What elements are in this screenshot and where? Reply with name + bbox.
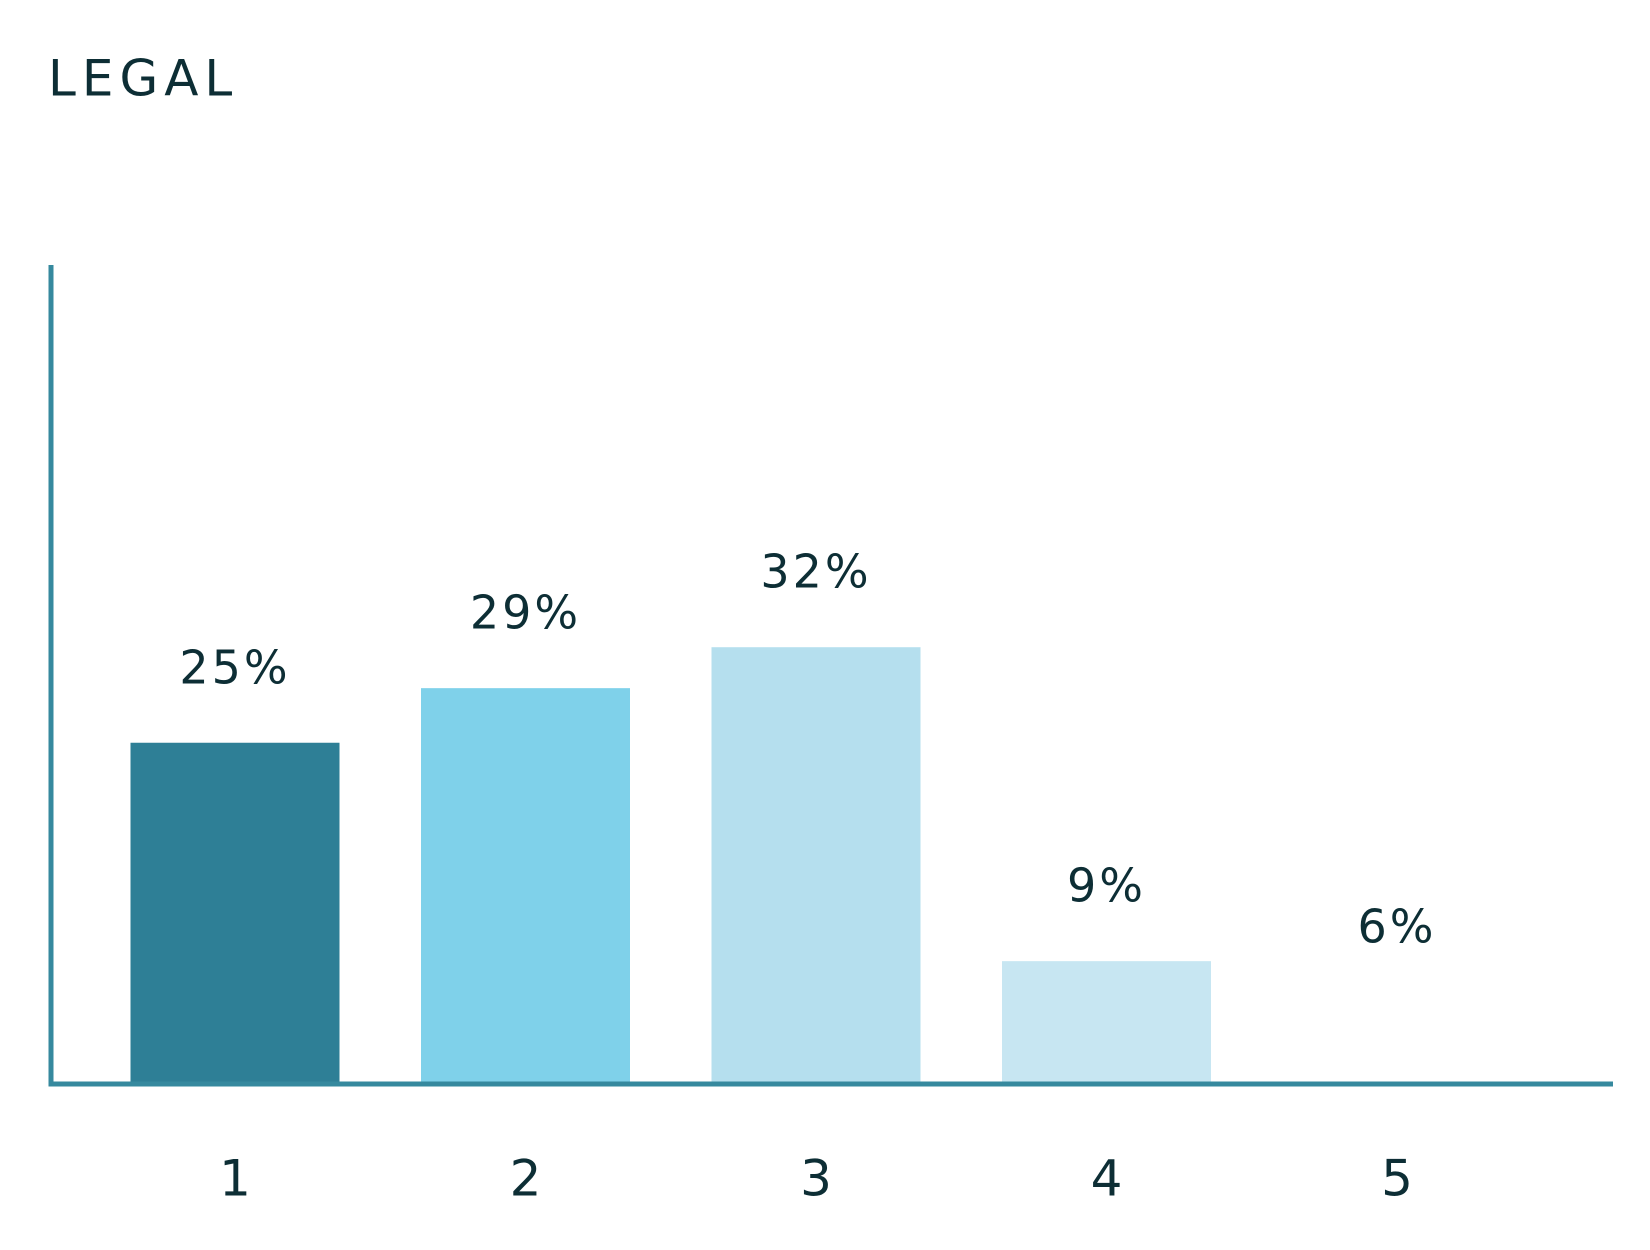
bar <box>421 688 630 1084</box>
value-label: 6% <box>1358 900 1437 954</box>
value-label: 25% <box>179 640 290 694</box>
x-tick-label: 4 <box>1091 1150 1123 1208</box>
bar <box>1292 1002 1502 1084</box>
bar <box>1002 961 1211 1084</box>
value-label: 32% <box>760 545 871 599</box>
x-tick-label: 2 <box>510 1150 542 1208</box>
bar <box>711 647 921 1084</box>
bar <box>130 742 340 1084</box>
value-label: 29% <box>470 586 581 640</box>
x-tick-label: 1 <box>219 1150 251 1208</box>
value-label: 9% <box>1067 859 1146 913</box>
chart-title: LEGAL <box>48 50 238 108</box>
x-tick-label: 5 <box>1381 1150 1413 1208</box>
x-tick-label: 3 <box>800 1150 832 1208</box>
